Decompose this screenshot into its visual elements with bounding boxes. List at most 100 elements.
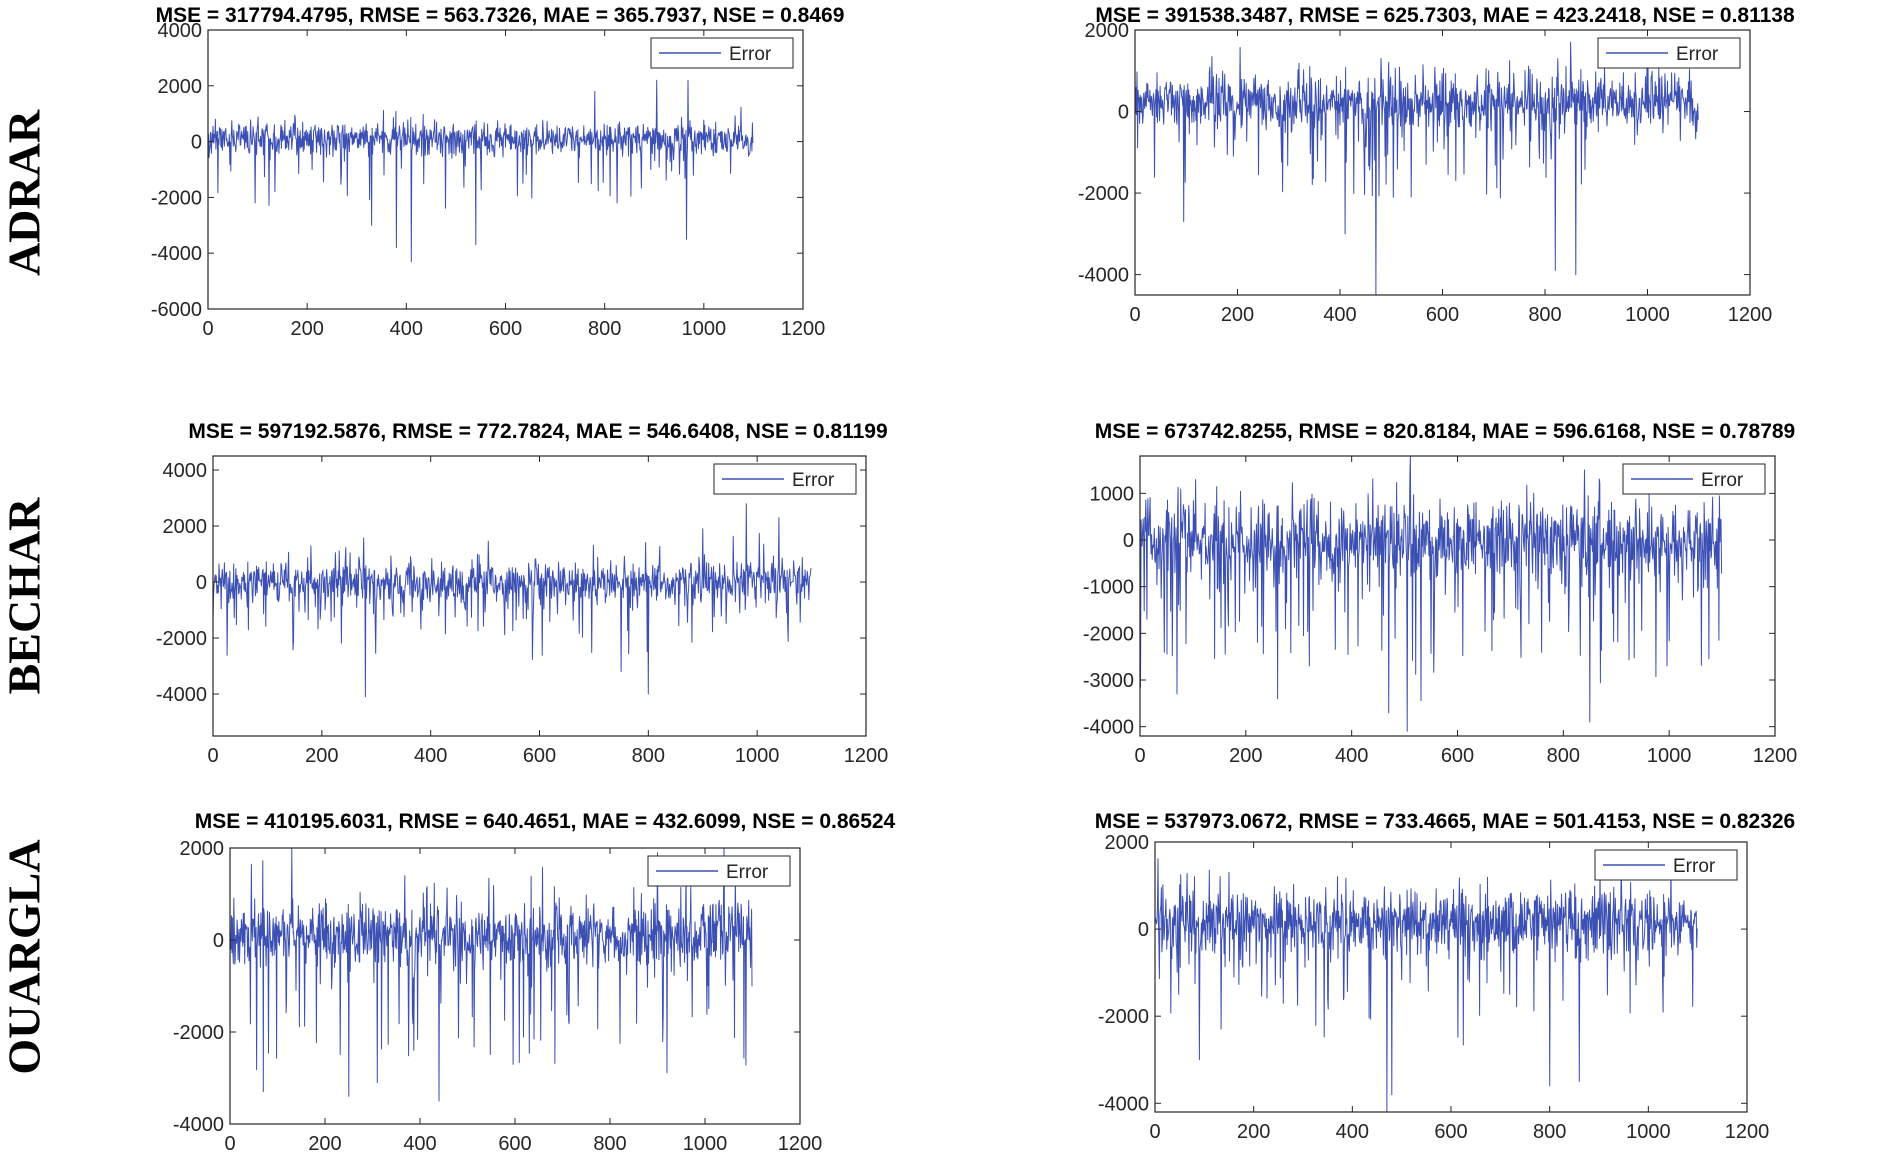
y-tick-label: 4000 xyxy=(163,460,208,482)
y-tick-label: -1000 xyxy=(1083,577,1134,599)
chart-title: MSE = 410195.6031, RMSE = 640.4651, MAE … xyxy=(195,810,896,833)
error-series-line xyxy=(207,79,754,263)
x-tick-label: 0 xyxy=(1149,1121,1160,1143)
axes-box xyxy=(207,29,804,310)
x-tick-label: 1200 xyxy=(778,1133,823,1155)
error-series-line xyxy=(229,847,753,1102)
x-tick-label: 1200 xyxy=(1753,745,1798,767)
y-tick-label: 2000 xyxy=(1105,832,1150,854)
legend-label: Error xyxy=(1701,470,1744,491)
legend: Error xyxy=(713,463,857,495)
y-tick-label: -2000 xyxy=(1098,1006,1149,1028)
x-tick-label: 800 xyxy=(632,745,665,767)
x-tick-label: 600 xyxy=(1426,304,1459,326)
y-tick-label: 1000 xyxy=(1090,483,1135,505)
x-tick-label: 600 xyxy=(498,1133,531,1155)
legend: Error xyxy=(1594,849,1738,881)
y-tick-label: -2000 xyxy=(1083,623,1134,645)
y-tick-label: -2000 xyxy=(156,628,207,650)
y-tick-label: 0 xyxy=(196,572,207,594)
x-tick-label: 200 xyxy=(1229,745,1262,767)
x-tick-label: 800 xyxy=(1547,745,1580,767)
x-tick-label: 0 xyxy=(1134,745,1145,767)
legend-label: Error xyxy=(729,44,772,65)
x-tick-label: 800 xyxy=(1533,1121,1566,1143)
y-tick-label: -2000 xyxy=(173,1022,224,1044)
x-tick-label: 1200 xyxy=(1725,1121,1770,1143)
x-tick-label: 400 xyxy=(1335,745,1368,767)
chart-panel-5: MSE = 410195.6031, RMSE = 640.4651, MAE … xyxy=(173,810,896,1155)
x-tick-label: 800 xyxy=(593,1133,626,1155)
chart-panel-2: MSE = 391538.3487, RMSE = 625.7303, MAE … xyxy=(1078,4,1795,326)
legend: Error xyxy=(647,855,791,887)
x-tick-label: 1000 xyxy=(682,318,727,340)
x-tick-label: 200 xyxy=(305,745,338,767)
chart-title: MSE = 673742.8255, RMSE = 820.8184, MAE … xyxy=(1095,420,1795,443)
y-tick-label: 0 xyxy=(1138,919,1149,941)
x-tick-label: 200 xyxy=(308,1133,341,1155)
y-tick-label: 0 xyxy=(1123,530,1134,552)
x-tick-label: 400 xyxy=(390,318,423,340)
row-label-ouargla: OUARGLA xyxy=(0,839,50,1075)
x-tick-label: 200 xyxy=(1221,304,1254,326)
x-tick-label: 400 xyxy=(1323,304,1356,326)
y-tick-label: -4000 xyxy=(1083,717,1134,739)
chart-title: MSE = 537973.0672, RMSE = 733.4665, MAE … xyxy=(1095,810,1795,833)
x-tick-label: 1200 xyxy=(781,318,826,340)
chart-panel-4: MSE = 673742.8255, RMSE = 820.8184, MAE … xyxy=(1083,420,1797,767)
y-tick-label: -6000 xyxy=(151,299,202,321)
x-tick-label: 600 xyxy=(1441,745,1474,767)
x-tick-label: 800 xyxy=(1528,304,1561,326)
x-tick-label: 200 xyxy=(290,318,323,340)
x-tick-label: 1000 xyxy=(683,1133,728,1155)
x-tick-label: 0 xyxy=(224,1133,235,1155)
chart-title: MSE = 391538.3487, RMSE = 625.7303, MAE … xyxy=(1095,4,1795,27)
y-tick-label: 2000 xyxy=(163,516,208,538)
chart-panel-1: MSE = 317794.4795, RMSE = 563.7326, MAE … xyxy=(151,4,845,340)
x-tick-label: 400 xyxy=(414,745,447,767)
legend-label: Error xyxy=(792,470,835,491)
x-tick-label: 600 xyxy=(1434,1121,1467,1143)
legend: Error xyxy=(650,37,794,69)
error-series-line xyxy=(1134,41,1699,296)
y-tick-label: 2000 xyxy=(158,76,203,98)
legend: Error xyxy=(1597,37,1741,69)
error-series-line xyxy=(1154,858,1698,1113)
chart-panel-3: MSE = 597192.5876, RMSE = 772.7824, MAE … xyxy=(156,420,888,767)
y-tick-label: -3000 xyxy=(1083,670,1134,692)
y-tick-label: 0 xyxy=(1118,102,1129,124)
y-tick-label: 0 xyxy=(213,930,224,952)
y-tick-label: 0 xyxy=(191,132,202,154)
axes-box xyxy=(229,847,801,1125)
x-tick-label: 0 xyxy=(1129,304,1140,326)
x-tick-label: 200 xyxy=(1237,1121,1270,1143)
x-tick-label: 1000 xyxy=(735,745,780,767)
y-tick-label: 2000 xyxy=(1085,20,1130,42)
x-tick-label: 600 xyxy=(489,318,522,340)
y-tick-label: 4000 xyxy=(158,20,203,42)
error-series-line xyxy=(212,503,812,698)
x-tick-label: 600 xyxy=(523,745,556,767)
x-tick-label: 1200 xyxy=(1728,304,1773,326)
legend-label: Error xyxy=(726,862,769,883)
y-tick-label: -4000 xyxy=(1098,1093,1149,1115)
x-tick-label: 1000 xyxy=(1626,1121,1671,1143)
x-tick-label: 0 xyxy=(207,745,218,767)
legend: Error xyxy=(1622,463,1766,495)
y-tick-label: -2000 xyxy=(1078,183,1129,205)
y-tick-label: 2000 xyxy=(180,838,225,860)
legend-label: Error xyxy=(1676,44,1719,65)
axes-box xyxy=(1154,841,1748,1113)
x-tick-label: 0 xyxy=(202,318,213,340)
x-tick-label: 1000 xyxy=(1625,304,1670,326)
error-series-line xyxy=(1139,455,1723,732)
chart-title: MSE = 317794.4795, RMSE = 563.7326, MAE … xyxy=(156,4,845,27)
chart-title: MSE = 597192.5876, RMSE = 772.7824, MAE … xyxy=(188,420,887,443)
x-tick-label: 400 xyxy=(403,1133,436,1155)
y-tick-label: -4000 xyxy=(151,243,202,265)
row-label-bechar: BECHAR xyxy=(0,497,50,695)
chart-panel-6: MSE = 537973.0672, RMSE = 733.4665, MAE … xyxy=(1095,810,1795,1143)
x-tick-label: 800 xyxy=(588,318,621,340)
row-label-adrar: ADRAR xyxy=(0,109,50,277)
